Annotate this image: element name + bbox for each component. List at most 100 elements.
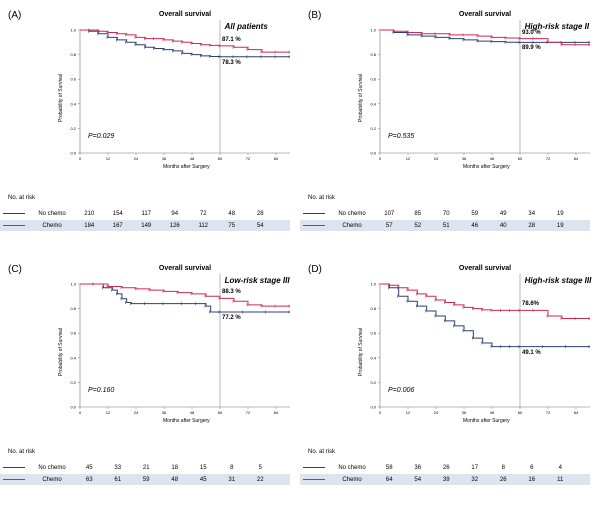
- x-tick-label: 36: [162, 410, 167, 415]
- panel-label: (B): [308, 10, 322, 21]
- risk-row-label: No chemo: [38, 464, 66, 471]
- chart-title: Overall survival: [158, 265, 212, 272]
- y-tick-label: 0.2: [70, 126, 76, 131]
- chemo-survival-percent: 93.0 %: [522, 29, 541, 36]
- x-tick-label: 12: [406, 410, 411, 415]
- risk-cell: 19: [556, 210, 564, 217]
- risk-cell: 70: [442, 210, 450, 217]
- x-tick-label: 24: [134, 156, 139, 161]
- x-axis-label: Months after Surgery: [163, 418, 210, 424]
- x-tick-label: 60: [218, 410, 223, 415]
- risk-row-chemo: Chemo 64 54 39 32 26 16 11: [300, 474, 590, 485]
- x-tick-label: 24: [134, 410, 139, 415]
- no-chemo-survival-percent: 49.1 %: [522, 349, 541, 356]
- chart-subtitle: High-risk stage II: [524, 22, 590, 31]
- risk-cell: 54: [256, 222, 264, 229]
- y-axis-label: Probability of Survival: [58, 73, 64, 122]
- no-chemo-survival-percent: 89.9 %: [522, 45, 541, 52]
- x-tick-label: 24: [434, 410, 439, 415]
- series-chemo-curve: [380, 283, 590, 319]
- x-tick-label: 84: [274, 410, 279, 415]
- risk-cell: 22: [256, 476, 264, 483]
- series-chemo-curve: [380, 29, 590, 46]
- x-tick-label: 84: [574, 156, 579, 161]
- legend-swatch: [303, 467, 325, 468]
- risk-cell: 32: [471, 476, 479, 483]
- y-axis-label: Probability of Survival: [358, 327, 364, 376]
- legend-swatch: [3, 479, 25, 480]
- risk-cell: 5: [258, 464, 262, 471]
- risk-row-chemo: Chemo 184 167 149 126 112 75 54: [0, 220, 290, 231]
- risk-row-no-chemo: No chemo 210 154 117 94 72 48 28: [0, 208, 290, 219]
- risk-cell: 26: [442, 464, 450, 471]
- risk-cell: 85: [414, 210, 422, 217]
- x-tick-label: 60: [518, 410, 523, 415]
- risk-row-chemo: Chemo 63 61 59 48 45 31 22: [0, 474, 290, 485]
- y-tick-label: 0.0: [70, 151, 76, 156]
- risk-cell: 8: [501, 464, 505, 471]
- risk-cell: 17: [471, 464, 479, 471]
- x-tick-label: 72: [546, 410, 551, 415]
- y-tick-label: 1.0: [70, 282, 76, 287]
- y-tick-label: 0.8: [370, 306, 376, 311]
- x-tick-label: 60: [218, 156, 223, 161]
- chart-subtitle: All patients: [224, 22, 268, 31]
- risk-row-no-chemo: No chemo 107 85 70 59 49 34 19: [300, 208, 590, 219]
- chart-subtitle: High-risk stage III: [524, 276, 592, 285]
- panel-c: (C) Overall survival Low-risk stage III 0.0…: [0, 254, 300, 508]
- risk-cell: 72: [199, 210, 207, 217]
- y-tick-label: 0.6: [370, 77, 376, 82]
- x-tick-label: 36: [462, 156, 467, 161]
- risk-cell: 28: [528, 222, 536, 229]
- x-tick-label: 84: [274, 156, 279, 161]
- risk-cell: 40: [499, 222, 507, 229]
- risk-cell: 167: [112, 222, 123, 229]
- risk-cell: 8: [230, 464, 234, 471]
- series-chemo-curve: [80, 29, 290, 53]
- legend-swatch: [3, 213, 25, 214]
- panel-b: (B) Overall survival High-risk stage II 0.0…: [300, 0, 600, 254]
- risk-cell: 54: [414, 476, 422, 483]
- risk-table-title: No. at risk: [308, 449, 336, 455]
- y-tick-label: 0.0: [370, 151, 376, 156]
- x-axis-label: Months after Surgery: [463, 418, 510, 424]
- risk-cell: 48: [228, 210, 236, 217]
- x-tick-label: 0: [79, 156, 82, 161]
- x-tick-label: 48: [190, 410, 195, 415]
- x-axis-label: Months after Surgery: [163, 164, 210, 170]
- risk-cell: 39: [442, 476, 450, 483]
- risk-cell: 49: [499, 210, 507, 217]
- y-tick-label: 0.4: [370, 101, 376, 106]
- chemo-survival-percent: 88.3 %: [222, 289, 241, 296]
- y-tick-label: 0.6: [70, 331, 76, 336]
- risk-cell: 64: [385, 476, 393, 483]
- panel-label: (C): [8, 264, 22, 275]
- y-tick-label: 0.0: [70, 405, 76, 410]
- risk-cell: 15: [199, 464, 207, 471]
- risk-cell: 33: [114, 464, 122, 471]
- risk-cell: 59: [471, 210, 479, 217]
- risk-cell: 126: [169, 222, 180, 229]
- survival-plot: 0.0 0.2 0.4 0.6 0.8 1.0 0 12 24 36 48 60 72 84: [70, 274, 290, 415]
- y-axis-label: Probability of Survival: [58, 327, 64, 376]
- risk-cell: 19: [556, 222, 564, 229]
- risk-cell: 4: [558, 464, 562, 471]
- risk-row-label: No chemo: [38, 210, 66, 217]
- risk-row-label: No chemo: [338, 464, 366, 471]
- y-tick-label: 0.6: [370, 331, 376, 336]
- series-no-chemo-curve: [380, 283, 590, 348]
- p-value: P=0.006: [388, 387, 415, 394]
- risk-row-no-chemo: No chemo 45 33 21 18 15 8 5: [0, 462, 290, 473]
- survival-plot: 0.0 0.2 0.4 0.6 0.8 1.0 0 12 24 36 48 60 72 84: [370, 274, 590, 415]
- y-tick-label: 0.8: [370, 52, 376, 57]
- x-tick-label: 72: [546, 156, 551, 161]
- risk-cell: 52: [414, 222, 422, 229]
- x-tick-label: 12: [106, 410, 111, 415]
- chart-title: Overall survival: [458, 11, 512, 18]
- chemo-survival-percent: 87.1 %: [222, 36, 241, 43]
- risk-cell: 6: [530, 464, 534, 471]
- series-chemo-curve: [80, 283, 290, 307]
- x-tick-label: 60: [518, 156, 523, 161]
- risk-cell: 58: [385, 464, 393, 471]
- legend-swatch: [303, 225, 325, 226]
